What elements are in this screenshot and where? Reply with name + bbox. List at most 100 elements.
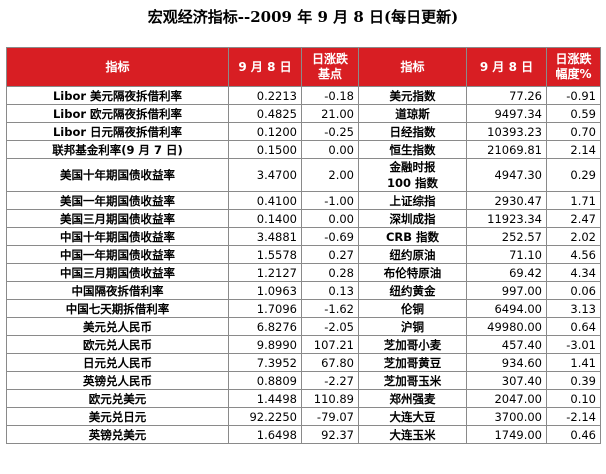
left-indicator-name: Libor 欧元隔夜拆借利率 <box>6 104 229 123</box>
left-indicator-value: 9.8990 <box>228 335 302 354</box>
header-change-right-line1: 日涨跌 <box>555 52 592 66</box>
right-indicator-change: 2.47 <box>546 209 601 228</box>
left-indicator-name: 英镑兑人民币 <box>6 371 229 390</box>
right-indicator-value: 997.00 <box>466 281 547 300</box>
left-indicator-change: -79.07 <box>301 407 359 426</box>
left-indicator-name: 英镑兑美元 <box>6 425 229 444</box>
left-indicator-value: 92.2250 <box>228 407 302 426</box>
left-indicator-value: 7.3952 <box>228 353 302 372</box>
right-indicator-change: 4.56 <box>546 245 601 264</box>
table-row: 中国三月期国债收益率 1.2127 0.28 布伦特原油 69.42 4.34 <box>6 263 601 282</box>
table-row: 联邦基金利率(9 月 7 日) 0.1500 0.00 恒生指数 21069.81 2.1… <box>6 140 601 159</box>
right-indicator-value: 3700.00 <box>466 407 547 426</box>
table-row: 中国七天期拆借利率 1.7096 -1.62 伦铜 6494.00 3.13 <box>6 299 601 318</box>
indicators-table: 指标 9 月 8 日 日涨跌 基点 指标 9 月 8 日 日涨跌 幅度% Lib… <box>6 47 601 444</box>
right-indicator-name: 上证综指 <box>358 191 467 210</box>
left-indicator-name: 中国三月期国债收益率 <box>6 263 229 282</box>
right-indicator-name: 芝加哥玉米 <box>358 371 467 390</box>
right-indicator-name: 大连玉米 <box>358 425 467 444</box>
table-row: 美国三月期国债收益率 0.1400 0.00 深圳成指 11923.34 2.47 <box>6 209 601 228</box>
left-indicator-name: 美国一年期国债收益率 <box>6 191 229 210</box>
right-indicator-value: 2047.00 <box>466 389 547 408</box>
table-row: Libor 美元隔夜拆借利率 0.2213 -0.18 美元指数 77.26 -0.91 <box>6 86 601 105</box>
left-indicator-name: 联邦基金利率(9 月 7 日) <box>6 140 229 159</box>
right-indicator-change: 4.34 <box>546 263 601 282</box>
left-indicator-value: 0.4100 <box>228 191 302 210</box>
left-indicator-change: 2.00 <box>301 158 359 192</box>
right-indicator-value: 77.26 <box>466 86 547 105</box>
left-indicator-value: 0.1400 <box>228 209 302 228</box>
header-indicator-right: 指标 <box>358 47 467 87</box>
table-row: 英镑兑人民币 0.8809 -2.27 芝加哥玉米 307.40 0.39 <box>6 371 601 390</box>
right-indicator-name: 布伦特原油 <box>358 263 467 282</box>
left-indicator-change: 110.89 <box>301 389 359 408</box>
right-indicator-value: 307.40 <box>466 371 547 390</box>
right-indicator-value: 9497.34 <box>466 104 547 123</box>
right-indicator-change: 1.71 <box>546 191 601 210</box>
right-indicator-value: 69.42 <box>466 263 547 282</box>
right-indicator-change: 0.64 <box>546 317 601 336</box>
right-indicator-name: 道琼斯 <box>358 104 467 123</box>
header-change-left: 日涨跌 基点 <box>301 47 359 87</box>
left-indicator-value: 1.0963 <box>228 281 302 300</box>
left-indicator-change: 107.21 <box>301 335 359 354</box>
left-indicator-value: 3.4881 <box>228 227 302 246</box>
right-indicator-name: 纽约原油 <box>358 245 467 264</box>
table-body: Libor 美元隔夜拆借利率 0.2213 -0.18 美元指数 77.26 -0.91 L… <box>6 86 601 444</box>
left-indicator-change: -1.00 <box>301 191 359 210</box>
table-row: 欧元兑人民币 9.8990 107.21 芝加哥小麦 457.40 -3.01 <box>6 335 601 354</box>
left-indicator-value: 1.7096 <box>228 299 302 318</box>
left-indicator-name: 美元兑人民币 <box>6 317 229 336</box>
table-row: 美元兑人民币 6.8276 -2.05 沪铜 49980.00 0.64 <box>6 317 601 336</box>
left-indicator-value: 0.1200 <box>228 122 302 141</box>
table-row: 英镑兑美元 1.6498 92.37 大连玉米 1749.00 0.46 <box>6 425 601 444</box>
left-indicator-value: 1.4498 <box>228 389 302 408</box>
right-indicator-name: 芝加哥黄豆 <box>358 353 467 372</box>
right-indicator-name: 沪铜 <box>358 317 467 336</box>
left-indicator-value: 0.2213 <box>228 86 302 105</box>
left-indicator-name: 美元兑日元 <box>6 407 229 426</box>
right-indicator-value: 6494.00 <box>466 299 547 318</box>
left-indicator-change: 0.00 <box>301 209 359 228</box>
right-indicator-change: -0.91 <box>546 86 601 105</box>
right-indicator-change: 0.39 <box>546 371 601 390</box>
left-indicator-name: 欧元兑人民币 <box>6 335 229 354</box>
table-row: 中国隔夜拆借利率 1.0963 0.13 纽约黄金 997.00 0.06 <box>6 281 601 300</box>
left-indicator-change: -0.18 <box>301 86 359 105</box>
right-indicator-change: 2.14 <box>546 140 601 159</box>
left-indicator-change: 0.28 <box>301 263 359 282</box>
left-indicator-change: 0.27 <box>301 245 359 264</box>
right-indicator-name: 纽约黄金 <box>358 281 467 300</box>
left-indicator-change: 0.13 <box>301 281 359 300</box>
left-indicator-name: 日元兑人民币 <box>6 353 229 372</box>
right-indicator-name: 深圳成指 <box>358 209 467 228</box>
right-indicator-name: 伦铜 <box>358 299 467 318</box>
right-indicator-change: 2.02 <box>546 227 601 246</box>
right-indicator-name: CRB 指数 <box>358 227 467 246</box>
left-indicator-change: 21.00 <box>301 104 359 123</box>
left-indicator-change: -0.25 <box>301 122 359 141</box>
table-row: 欧元兑美元 1.4498 110.89 郑州强麦 2047.00 0.10 <box>6 389 601 408</box>
right-indicator-change: 0.29 <box>546 158 601 192</box>
left-indicator-change: -1.62 <box>301 299 359 318</box>
right-indicator-name: 日经指数 <box>358 122 467 141</box>
left-indicator-value: 0.1500 <box>228 140 302 159</box>
left-indicator-name: 欧元兑美元 <box>6 389 229 408</box>
table-row: 中国十年期国债收益率 3.4881 -0.69 CRB 指数 252.57 2.02 <box>6 227 601 246</box>
table-row: Libor 欧元隔夜拆借利率 0.4825 21.00 道琼斯 9497.34 0.59 <box>6 104 601 123</box>
header-change-right: 日涨跌 幅度% <box>546 47 601 87</box>
left-indicator-name: 中国一年期国债收益率 <box>6 245 229 264</box>
right-indicator-value: 49980.00 <box>466 317 547 336</box>
header-date-right: 9 月 8 日 <box>466 47 547 87</box>
table-row: Libor 日元隔夜拆借利率 0.1200 -0.25 日经指数 10393.23 0.7… <box>6 122 601 141</box>
left-indicator-value: 6.8276 <box>228 317 302 336</box>
left-indicator-value: 1.6498 <box>228 425 302 444</box>
header-date-left: 9 月 8 日 <box>228 47 302 87</box>
header-change-left-line1: 日涨跌 <box>311 52 348 66</box>
right-indicator-change: 3.13 <box>546 299 601 318</box>
left-indicator-change: 67.80 <box>301 353 359 372</box>
right-indicator-name: 恒生指数 <box>358 140 467 159</box>
left-indicator-value: 1.2127 <box>228 263 302 282</box>
right-indicator-name: 郑州强麦 <box>358 389 467 408</box>
right-indicator-value: 934.60 <box>466 353 547 372</box>
